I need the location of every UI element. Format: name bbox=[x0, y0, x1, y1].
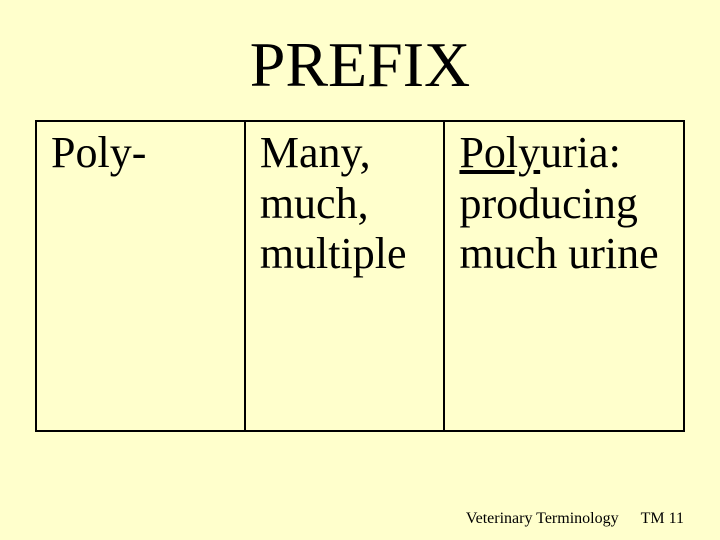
footer-course: Veterinary Terminology bbox=[466, 510, 619, 527]
meaning-line2: much, bbox=[260, 179, 369, 228]
slide-footer: Veterinary Terminology TM 11 bbox=[466, 510, 684, 528]
meaning-line3: multiple bbox=[260, 229, 407, 278]
meaning-line1: Many, bbox=[260, 128, 371, 177]
prefix-text: Poly- bbox=[51, 128, 146, 177]
footer-page: TM 11 bbox=[641, 510, 684, 527]
example-cell: Polyuria: producing much urine bbox=[444, 121, 684, 431]
prefix-table: Poly- Many, much, multiple Polyuria: pro… bbox=[35, 120, 685, 432]
slide-title: PREFIX bbox=[0, 0, 720, 120]
example-term-suffix: uria: bbox=[540, 128, 621, 177]
example-def-line1: producing bbox=[459, 179, 637, 228]
prefix-cell: Poly- bbox=[36, 121, 245, 431]
example-def-line2: much urine bbox=[459, 229, 658, 278]
meaning-cell: Many, much, multiple bbox=[245, 121, 445, 431]
table-row: Poly- Many, much, multiple Polyuria: pro… bbox=[36, 121, 684, 431]
example-term-prefix: Poly bbox=[459, 128, 540, 177]
